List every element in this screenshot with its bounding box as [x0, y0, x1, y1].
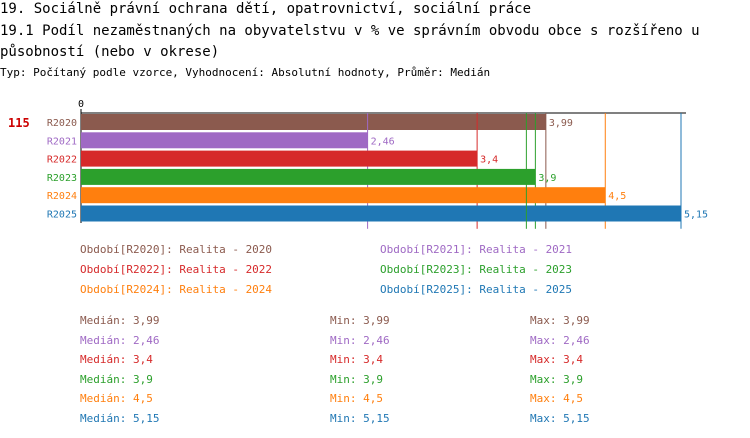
stat-median: Medián: 5,15 — [80, 411, 160, 425]
stat-min: Min: 3,4 — [330, 353, 383, 366]
stat-max: Max: 3,99 — [530, 314, 590, 327]
stat-max: Max: 3,4 — [530, 353, 583, 366]
stat-max: Max: 3,9 — [530, 372, 583, 386]
stat-median: Medián: 3,99 — [80, 314, 160, 327]
stat-max: Max: 4,5 — [530, 392, 583, 405]
chart-title: 19.1 Podíl nezaměstnaných na obyvatelstv… — [0, 23, 700, 60]
legend-item: Období[R2025]: Realita - 2025 — [380, 283, 573, 296]
bar-r2022 — [81, 150, 478, 167]
value-label-r2024: 4,5 — [608, 191, 626, 202]
value-label-r2020: 3,99 — [549, 118, 573, 129]
value-label-r2025: 5,15 — [684, 210, 708, 221]
category-label-r2024: R2024 — [47, 191, 77, 202]
category-label-r2025: R2025 — [47, 210, 77, 221]
value-label-r2022: 3,4 — [480, 155, 498, 166]
bar-r2021 — [81, 132, 368, 149]
category-label-r2022: R2022 — [47, 155, 77, 166]
bar-r2024 — [81, 187, 606, 204]
legend-item: Období[R2022]: Realita - 2022 — [80, 263, 273, 276]
stat-min: Min: 2,46 — [330, 333, 390, 347]
legend-item: Období[R2023]: Realita - 2023 — [380, 263, 573, 276]
stat-max: Max: 5,15 — [530, 411, 590, 425]
stat-min: Min: 5,15 — [330, 411, 390, 425]
bar-r2025 — [81, 205, 681, 222]
bar-r2023 — [81, 168, 536, 185]
stat-max: Max: 2,46 — [530, 333, 590, 347]
stat-median: Medián: 3,4 — [80, 353, 153, 366]
stat-min: Min: 3,9 — [330, 372, 383, 386]
stat-median: Medián: 3,9 — [80, 372, 153, 386]
bar-r2020 — [81, 114, 546, 130]
legend-item: Období[R2020]: Realita - 2020 — [80, 243, 273, 256]
page-title: 19. Sociálně právní ochrana dětí, opatro… — [0, 1, 532, 17]
legend-item: Období[R2021]: Realita - 2021 — [380, 243, 573, 256]
chart-meta: Typ: Počítaný podle vzorce, Vyhodnocení:… — [0, 66, 491, 79]
category-label-r2021: R2021 — [47, 136, 77, 147]
category-label-r2023: R2023 — [47, 173, 77, 184]
x-axis-zero-label: 0 — [78, 99, 84, 110]
stat-median: Medián: 2,46 — [80, 333, 160, 347]
stat-min: Min: 3,99 — [330, 314, 390, 327]
value-label-r2023: 3,9 — [538, 173, 556, 184]
stat-min: Min: 4,5 — [330, 392, 383, 405]
region-code: 115 — [8, 116, 30, 130]
legend-item: Období[R2024]: Realita - 2024 — [80, 283, 273, 296]
stat-median: Medián: 4,5 — [80, 392, 153, 405]
value-label-r2021: 2,46 — [371, 136, 395, 147]
category-label-r2020: R2020 — [47, 118, 77, 129]
